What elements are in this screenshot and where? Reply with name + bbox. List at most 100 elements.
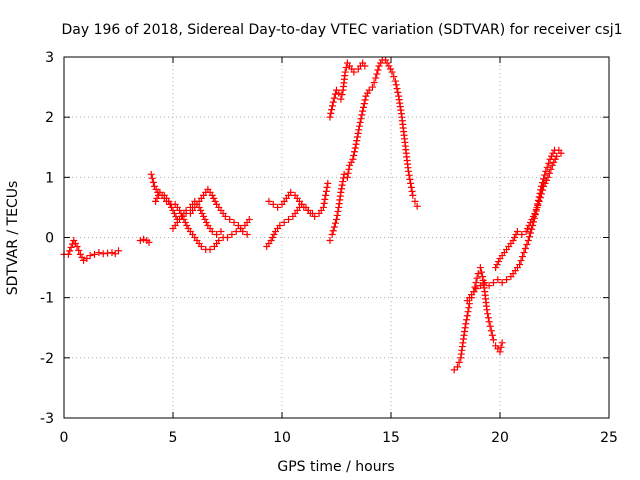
data-point — [300, 203, 308, 211]
data-point — [91, 250, 99, 258]
data-point — [267, 237, 275, 245]
data-point — [319, 203, 327, 211]
data-point — [64, 250, 72, 258]
data-point — [518, 230, 526, 238]
data-point — [353, 137, 361, 145]
data-point — [86, 252, 94, 260]
data-point — [382, 56, 390, 64]
data-point — [476, 282, 484, 290]
data-point — [148, 174, 156, 182]
data-point — [463, 312, 471, 320]
data-point — [73, 243, 81, 251]
data-point — [78, 253, 86, 261]
data-point — [276, 221, 284, 229]
data-point — [364, 89, 372, 97]
data-point — [337, 188, 345, 196]
data-point — [147, 170, 155, 178]
data-point — [309, 209, 317, 217]
grid — [64, 57, 609, 418]
data-point — [339, 174, 347, 182]
data-point — [365, 86, 373, 94]
data-point — [394, 88, 402, 96]
data-point — [149, 178, 157, 186]
data-point — [346, 161, 354, 169]
data-point — [494, 276, 502, 284]
data-point — [280, 218, 288, 226]
data-point — [354, 129, 362, 137]
y-tick-label: -1 — [40, 291, 54, 307]
y-tick-label: -2 — [40, 351, 54, 367]
data-point — [197, 243, 205, 251]
data-point — [536, 194, 544, 202]
data-point — [393, 85, 401, 93]
data-point — [329, 98, 337, 106]
data-point — [522, 227, 530, 235]
data-point — [472, 285, 480, 293]
data-point — [496, 348, 504, 356]
data-point — [463, 316, 471, 324]
data-point — [338, 91, 346, 99]
data-point — [385, 62, 393, 70]
data-point — [390, 73, 398, 81]
data-point — [525, 233, 533, 241]
data-point — [550, 158, 558, 166]
data-point — [165, 197, 173, 205]
data-point — [201, 215, 209, 223]
data-point — [359, 103, 367, 111]
data-point — [471, 283, 479, 291]
data-point — [66, 247, 74, 255]
data-point — [211, 197, 219, 205]
x-tick-label: 20 — [491, 430, 509, 446]
y-tick-label: 2 — [45, 110, 54, 126]
data-point — [208, 227, 216, 235]
data-point — [326, 237, 334, 245]
data-point — [361, 96, 369, 104]
data-point — [557, 149, 565, 157]
data-point — [511, 234, 519, 241]
x-tick-label: 5 — [169, 430, 178, 446]
data-point — [461, 324, 469, 332]
y-axis-ticks: -3 -2 -1 0 1 2 3 — [40, 50, 609, 427]
data-point — [335, 89, 343, 97]
data-point — [553, 152, 561, 160]
data-point — [528, 215, 536, 223]
data-point — [368, 83, 376, 91]
data-point — [344, 169, 352, 177]
data-point — [548, 161, 556, 169]
data-point — [353, 133, 361, 141]
data-point — [269, 234, 277, 241]
x-tick-label: 15 — [382, 430, 400, 446]
data-point — [493, 261, 501, 269]
data-point — [338, 185, 346, 193]
data-point — [328, 102, 336, 110]
data-point — [99, 250, 107, 258]
y-tick-label: 1 — [45, 170, 54, 186]
data-point — [341, 68, 349, 76]
data-point — [322, 191, 330, 199]
data-point — [328, 230, 336, 238]
data-point — [217, 227, 225, 235]
data-point — [485, 282, 493, 290]
data-point — [377, 59, 385, 67]
x-axis-label: GPS time / hours — [277, 459, 394, 475]
data-point — [519, 253, 527, 261]
data-point — [108, 249, 116, 257]
data-point — [405, 171, 413, 179]
data-point — [498, 279, 506, 287]
data-point — [386, 65, 394, 73]
data-point — [547, 165, 555, 173]
data-point — [330, 94, 338, 102]
data-point — [541, 179, 549, 187]
data-point — [392, 81, 400, 89]
x-tick-label: 0 — [60, 430, 69, 446]
data-point — [230, 218, 238, 226]
data-point — [535, 197, 543, 205]
data-point — [213, 230, 221, 238]
data-point — [527, 218, 535, 226]
data-point — [406, 175, 414, 183]
data-point — [265, 197, 273, 205]
x-tick-label: 25 — [600, 430, 618, 446]
data-point — [183, 221, 191, 229]
data-point — [549, 149, 557, 157]
data-point — [542, 167, 550, 175]
